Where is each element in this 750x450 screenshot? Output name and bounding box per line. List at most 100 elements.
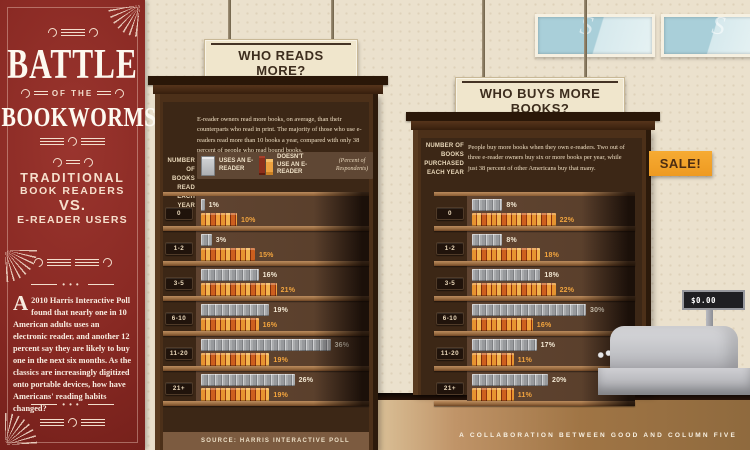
shelf-cornice	[148, 76, 388, 85]
row-label-plaque: 11-20	[436, 347, 464, 360]
bar-value-label: 19%	[273, 391, 289, 399]
bar-line-no-ereader: 19%	[201, 353, 288, 367]
bar-line-uses-ereader: 8%	[472, 234, 517, 246]
sale-tag: SALE!	[649, 151, 712, 176]
flourish-ornament	[0, 156, 145, 169]
shelf-board	[434, 261, 635, 266]
bar-uses-ereader	[472, 374, 548, 386]
row-label-plaque: 21+	[165, 382, 193, 395]
bar-line-uses-ereader: 3%	[201, 234, 226, 246]
bar-no-ereader	[201, 213, 237, 227]
row-label-plaque: 21+	[436, 382, 464, 395]
bar-value-label: 16%	[262, 271, 278, 279]
bar-uses-ereader	[201, 269, 259, 281]
bar-line-uses-ereader: 17%	[472, 339, 555, 351]
shelf-board	[163, 296, 369, 301]
poster-frame-border	[7, 7, 138, 443]
chart-row-6-10: 6-10 19% 16%	[163, 301, 369, 336]
bar-line-no-ereader: 11%	[472, 388, 532, 402]
bar-line-uses-ereader: 30%	[472, 304, 605, 316]
row-label-plaque: 3-5	[165, 277, 193, 290]
chart-row-3-5: 3-5 18% 22%	[434, 266, 635, 301]
chart-rows-who-reads: 0 1% 10% 1-2 3% 15% 3-5 16% 21% 6-10 19% 16% 11-20 36…	[163, 192, 369, 406]
subtitle-vs: VS.	[58, 197, 87, 214]
window-swirl-decoration: S	[710, 10, 728, 41]
row-label-plaque: 6-10	[165, 312, 193, 325]
source-credit: SOURCE: HARRIS INTERACTIVE POLL	[201, 438, 350, 444]
bar-uses-ereader	[201, 339, 331, 351]
chart-intro-text: E-reader owners read more books, on aver…	[197, 116, 362, 154]
chart-row-1-2: 1-2 8% 18%	[434, 231, 635, 266]
poster-title-bookworms: BOOKWORMS	[1, 101, 157, 133]
chart-intro-text: People buy more books when they own e-re…	[468, 144, 625, 172]
bar-value-label: 11%	[517, 391, 533, 399]
dots-divider: •••	[0, 400, 145, 409]
sign-hanger-rod	[228, 0, 231, 41]
bar-value-label: 3%	[215, 236, 227, 244]
chart-row-0: 0 8% 22%	[434, 196, 635, 231]
legend-unit-note: (Percent of Respondents)	[335, 157, 369, 172]
chart-row-21+: 21+ 20% 11%	[434, 371, 635, 406]
cash-register-base	[598, 368, 750, 395]
bar-value-label: 30%	[590, 306, 605, 314]
intro-text: 2010 Harris Interactive Poll found that …	[13, 296, 132, 414]
bar-value-label: 21%	[280, 286, 296, 294]
bar-line-no-ereader: 16%	[201, 318, 277, 332]
shelf-cornice	[411, 121, 655, 130]
bar-line-uses-ereader: 19%	[201, 304, 288, 316]
bar-line-no-ereader: 21%	[201, 283, 295, 297]
book-spine-icon	[266, 159, 273, 175]
bar-uses-ereader	[472, 234, 503, 246]
register-display-pole	[706, 304, 713, 328]
bar-value-label: 19%	[273, 356, 289, 364]
window-pane: S	[535, 10, 655, 57]
bar-value-label: 36%	[334, 341, 350, 349]
cash-register-body	[610, 326, 738, 370]
bar-uses-ereader	[472, 304, 586, 316]
flourish-ornament	[0, 256, 145, 269]
bookshelf-who-reads: NUMBER OF BOOKS READ EACH YEAR E-reader …	[148, 76, 388, 450]
source-credit-bar: SOURCE: HARRIS INTERACTIVE POLL	[163, 432, 369, 450]
shelf-body: NUMBER OF BOOKS READ EACH YEAR E-reader …	[155, 94, 378, 450]
bar-value-label: 22%	[559, 216, 575, 224]
sign-hanger-rod	[331, 0, 334, 41]
chart-row-0: 0 1% 10%	[163, 196, 369, 231]
bar-no-ereader	[201, 248, 255, 262]
poster-intro-paragraph: A 2010 Harris Interactive Poll found tha…	[13, 291, 132, 415]
row-label-plaque: 3-5	[436, 277, 464, 290]
bar-uses-ereader	[472, 199, 503, 211]
legend-label-doesnt: DOESN'T USE AN E-READER	[277, 153, 308, 176]
shelf-board	[434, 366, 635, 371]
ereader-device-icon	[201, 155, 215, 176]
shelf-board	[434, 331, 635, 336]
bar-no-ereader	[472, 318, 533, 332]
shelf-board	[163, 401, 369, 406]
bar-no-ereader	[201, 388, 270, 402]
row-label-plaque: 1-2	[165, 242, 193, 255]
poster-title-connector: OF THE	[0, 87, 145, 100]
subtitle-traditional: TRADITIONAL	[20, 171, 125, 185]
row-label-plaque: 1-2	[436, 242, 464, 255]
bar-line-uses-ereader: 18%	[472, 269, 559, 281]
shelf-board	[434, 226, 635, 231]
bar-uses-ereader	[201, 304, 270, 316]
bar-value-label: 17%	[540, 341, 556, 349]
bar-value-label: 18%	[544, 251, 560, 259]
bar-line-uses-ereader: 36%	[201, 339, 349, 351]
drop-cap: A	[13, 291, 29, 315]
bar-line-no-ereader: 22%	[472, 283, 574, 297]
collaboration-credit: A COLLABORATION BETWEEN GOOD AND COLUMN …	[459, 432, 737, 439]
bar-no-ereader	[472, 213, 556, 227]
row-label-plaque: 6-10	[436, 312, 464, 325]
bar-line-uses-ereader: 16%	[201, 269, 277, 281]
bar-line-uses-ereader: 1%	[201, 199, 219, 211]
bar-value-label: 20%	[552, 376, 567, 384]
chart-row-3-5: 3-5 16% 21%	[163, 266, 369, 301]
row-label-plaque: 11-20	[165, 347, 193, 360]
bar-uses-ereader	[472, 269, 541, 281]
flourish-ornament	[0, 26, 145, 39]
bar-value-label: 26%	[298, 376, 314, 384]
bar-uses-ereader	[201, 374, 295, 386]
bar-line-no-ereader: 22%	[472, 213, 574, 227]
bar-value-label: 18%	[544, 271, 560, 279]
